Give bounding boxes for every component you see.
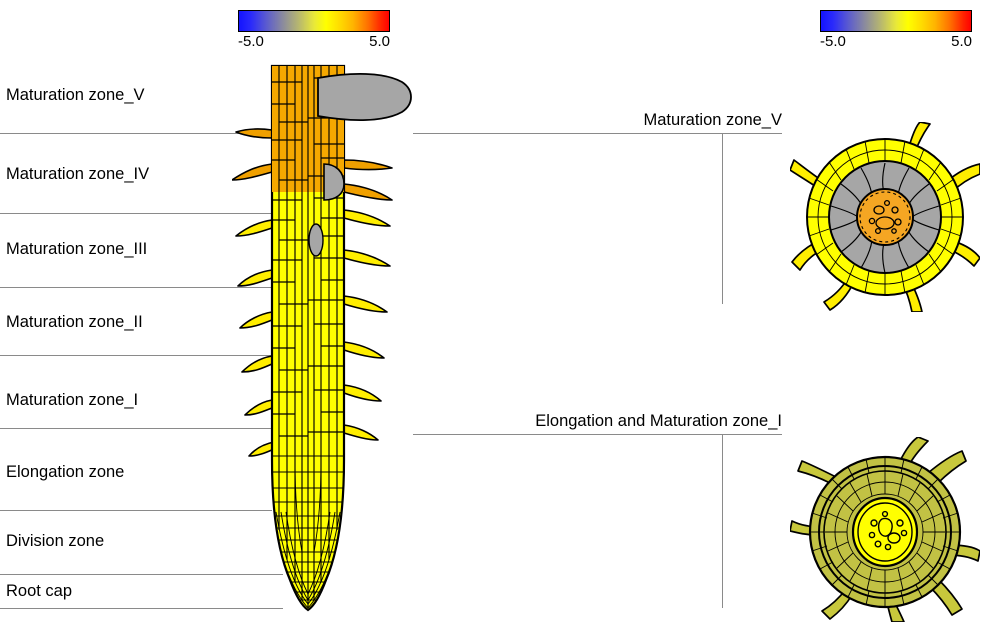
colorbar-left-min-label: -5.0 <box>238 33 264 50</box>
zone-label-division: Division zone <box>6 532 105 550</box>
colorbar-right: -5.0 5.0 <box>820 10 972 51</box>
zone-label-maturation-i: Maturation zone_I <box>6 391 139 409</box>
root-longitudinal-svg <box>232 64 412 612</box>
root-cell-walls-upper <box>272 77 344 437</box>
colorbar-left: -5.0 5.0 <box>238 10 390 51</box>
zone-label-maturation-iii: Maturation zone_III <box>6 240 148 258</box>
cross-section-i-cortex-cells <box>825 471 945 593</box>
root-cap-cells <box>272 511 344 609</box>
lateral-root-primordium-small <box>308 223 324 257</box>
zone-divider-1 <box>0 133 272 134</box>
zone-divider-8 <box>0 608 283 609</box>
section-rule-top <box>413 133 782 134</box>
cross-section-elongation-maturation-i <box>790 437 980 622</box>
colorbar-right-ticks: -5.0 5.0 <box>820 33 972 51</box>
zone-divider-7 <box>0 574 283 575</box>
root-longitudinal-diagram <box>232 60 427 622</box>
zone-divider-6 <box>0 510 272 511</box>
zone-divider-4 <box>0 355 272 356</box>
cross-section-maturation-v <box>790 122 980 312</box>
section-label-maturation-v: Maturation zone_V <box>643 111 782 129</box>
zone-label-maturation-ii: Maturation zone_II <box>6 313 143 331</box>
cross-section-maturation-v-svg <box>790 122 980 312</box>
cross-section-i-ring-cells <box>810 457 960 607</box>
zone-divider-5 <box>0 428 272 429</box>
section-bracket-top <box>722 133 723 304</box>
zone-divider-3 <box>0 287 272 288</box>
colorbar-left-ticks: -5.0 5.0 <box>238 33 390 51</box>
cross-section-v-xylem-vessels <box>868 199 902 235</box>
cross-section-i-pericycle <box>857 502 913 562</box>
section-label-elongation-maturation-i: Elongation and Maturation zone_I <box>535 412 782 430</box>
cross-section-elongation-maturation-i-svg <box>790 437 980 622</box>
root-hairs-upper <box>232 128 393 201</box>
cross-section-v-pericycle <box>859 191 911 243</box>
section-rule-bottom <box>413 434 782 435</box>
colorbar-left-max-label: 5.0 <box>369 33 390 50</box>
cross-section-v-ring-cells <box>807 139 963 295</box>
lateral-root-large <box>317 73 412 121</box>
section-bracket-bottom <box>722 434 723 608</box>
zone-label-maturation-iv: Maturation zone_IV <box>6 165 150 183</box>
zone-label-elongation: Elongation zone <box>6 463 125 481</box>
colorbar-right-max-label: 5.0 <box>951 33 972 50</box>
root-stele-boundary <box>294 66 322 553</box>
zone-label-root-cap: Root cap <box>6 582 73 600</box>
colorbar-right-min-label: -5.0 <box>820 33 846 50</box>
root-hairs-lower <box>235 209 391 457</box>
colorbar-right-gradient <box>820 10 972 32</box>
zone-divider-2 <box>0 213 272 214</box>
zone-label-maturation-v: Maturation zone_V <box>6 86 145 104</box>
colorbar-left-gradient <box>238 10 390 32</box>
lateral-root-primordium-medium <box>323 163 345 201</box>
cross-section-i-xylem-vessels <box>868 510 908 551</box>
